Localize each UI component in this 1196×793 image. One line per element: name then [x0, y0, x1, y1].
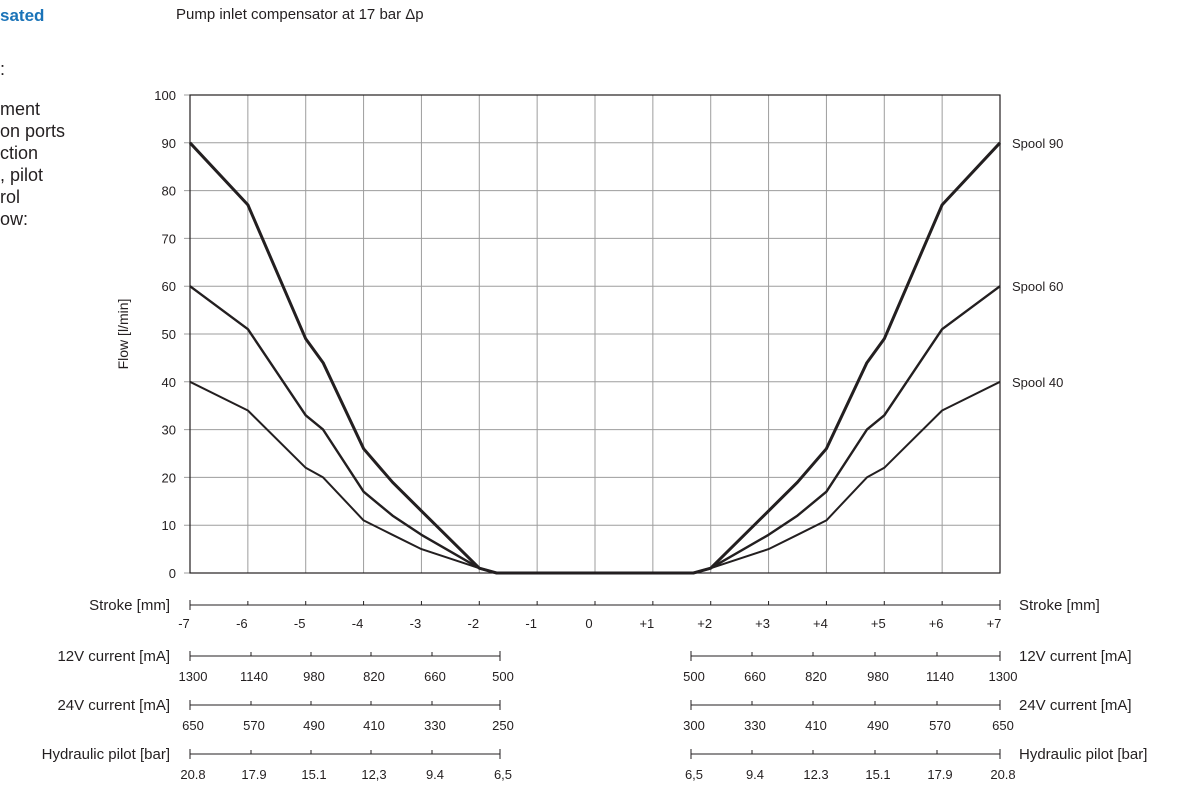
body-text-line: , pilot [0, 165, 44, 185]
y-tick-label: 70 [162, 231, 176, 246]
scale-value-right: 20.8 [990, 767, 1015, 782]
scale-label-right: 24V current [mA] [1019, 697, 1132, 714]
scale-value-left: 12,3 [361, 767, 386, 782]
scale-value-right: 490 [867, 718, 889, 733]
y-tick-label: 20 [162, 470, 176, 485]
scale-value-right: 6,5 [685, 767, 703, 782]
y-tick-label: 10 [162, 518, 176, 533]
body-text-line: rol [0, 187, 21, 207]
scale-value-right: 660 [744, 669, 766, 684]
stroke-tick-label: -2 [468, 616, 480, 631]
scale-value-right: 500 [683, 669, 705, 684]
body-text-line: on ports [0, 121, 66, 141]
stroke-tick-label: -4 [352, 616, 364, 631]
curves [188, 141, 1002, 575]
stroke-tick-label: +6 [929, 616, 944, 631]
y-tick-label: 30 [162, 423, 176, 438]
scale-value-left: 9.4 [426, 767, 444, 782]
scale-value-right: 330 [744, 718, 766, 733]
body-text-line: ment [0, 99, 41, 119]
y-tick-label: 90 [162, 136, 176, 151]
grid [184, 94, 1001, 574]
scale-value-right: 12.3 [803, 767, 828, 782]
scale-value-left: 6,5 [494, 767, 512, 782]
stroke-tick-label: -5 [294, 616, 306, 631]
series-label: Spool 90 [1012, 136, 1063, 151]
secondary-scales: -7 -6 -5 -4 -3 -2 -1 0 +1 +2 +3 +4 +5 +6 +7 Stroke [mm]… [42, 597, 1148, 782]
scale-label-left: Hydraulic pilot [bar] [42, 746, 170, 763]
scale-value-left: 250 [492, 718, 514, 733]
scale-value-right: 570 [929, 718, 951, 733]
body-text-line: : [0, 59, 6, 79]
series-line-spool-40 [189, 380, 1001, 574]
scale-value-left: 820 [363, 669, 385, 684]
labels: 0 10 20 30 40 50 60 70 80 90 100 Flow [l/min] Spool … [115, 88, 1063, 581]
scale-value-right: 1140 [926, 669, 954, 684]
scale-value-right: 300 [683, 718, 705, 733]
body-text-line: ction [0, 143, 39, 163]
scale-value-left: 980 [303, 669, 325, 684]
stroke-tick-label: 0 [585, 616, 592, 631]
stroke-axis-label-right: Stroke [mm] [1019, 597, 1100, 614]
stroke-tick-label: +4 [813, 616, 828, 631]
stroke-tick-label: +3 [755, 616, 770, 631]
scale-value-right: 980 [867, 669, 889, 684]
stroke-tick-label: +7 [987, 616, 1002, 631]
scale-value-right: 650 [992, 718, 1014, 733]
stroke-tick-label: -7 [178, 616, 190, 631]
scale-value-left: 1140 [240, 669, 268, 684]
stroke-tick-label: -6 [236, 616, 248, 631]
scale-label-right: Hydraulic pilot [bar] [1019, 746, 1147, 763]
y-axis-label: Flow [l/min] [115, 299, 131, 370]
stroke-tick-label: +1 [639, 616, 654, 631]
chart-title: Pump inlet compensator at 17 bar Δp [176, 6, 424, 23]
scale-value-left: 660 [424, 669, 446, 684]
y-tick-label: 60 [162, 279, 176, 294]
y-tick-label: 0 [169, 566, 176, 581]
scale-value-right: 820 [805, 669, 827, 684]
scale-label-left: 24V current [mA] [57, 697, 170, 714]
scale-value-left: 20.8 [180, 767, 205, 782]
stroke-tick-label: +2 [697, 616, 712, 631]
cut-off-heading: sated [0, 6, 45, 25]
scale-value-left: 570 [243, 718, 265, 733]
scale-label-left: 12V current [mA] [57, 648, 170, 665]
scale-value-left: 490 [303, 718, 325, 733]
scale-value-right: 9.4 [746, 767, 764, 782]
scale-value-left: 15.1 [301, 767, 326, 782]
y-tick-label: 50 [162, 327, 176, 342]
stroke-axis-label-left: Stroke [mm] [89, 597, 170, 614]
scale-value-right: 15.1 [865, 767, 890, 782]
scale-label-right: 12V current [mA] [1019, 648, 1132, 665]
stroke-tick-label: +5 [871, 616, 886, 631]
y-tick-label: 80 [162, 184, 176, 199]
scale-value-left: 1300 [179, 669, 208, 684]
y-tick-label: 100 [154, 88, 176, 103]
scale-value-right: 1300 [989, 669, 1018, 684]
scale-value-left: 410 [363, 718, 385, 733]
scale-value-left: 330 [424, 718, 446, 733]
scale-value-right: 17.9 [927, 767, 952, 782]
series-label: Spool 40 [1012, 375, 1063, 390]
scale-value-left: 650 [182, 718, 204, 733]
scale-value-left: 500 [492, 669, 514, 684]
scale-value-right: 410 [805, 718, 827, 733]
body-text-line: ow: [0, 209, 29, 229]
y-tick-label: 40 [162, 375, 176, 390]
stroke-tick-label: -3 [410, 616, 422, 631]
scale-value-left: 17.9 [241, 767, 266, 782]
series-label: Spool 60 [1012, 279, 1063, 294]
stroke-tick-label: -1 [525, 616, 537, 631]
